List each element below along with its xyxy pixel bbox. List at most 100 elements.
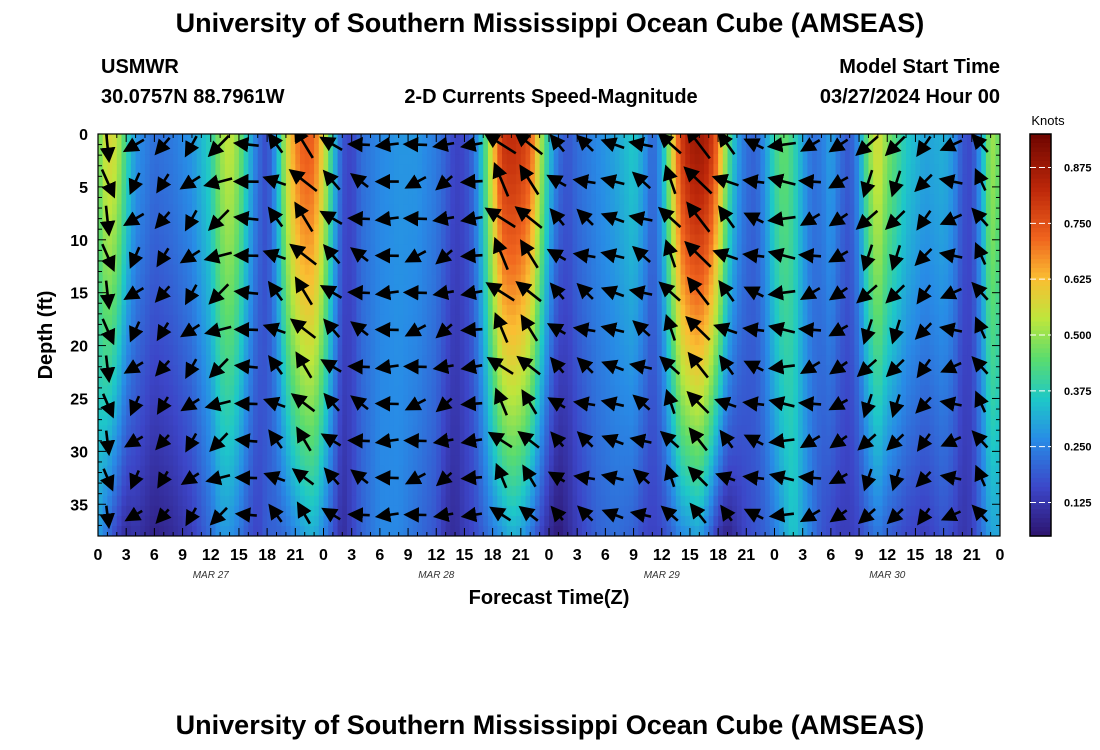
heatmap-cell bbox=[130, 355, 137, 366]
heatmap-cell bbox=[577, 264, 583, 276]
heatmap-cell bbox=[516, 445, 522, 457]
heatmap-cell bbox=[572, 254, 578, 266]
heatmap-cell bbox=[595, 455, 602, 467]
heatmap-cell bbox=[309, 274, 315, 286]
heatmap-cell bbox=[558, 445, 564, 457]
heatmap-cell bbox=[107, 505, 113, 517]
heatmap-cell bbox=[619, 304, 625, 316]
heatmap-cell bbox=[417, 304, 423, 316]
heatmap-cell bbox=[206, 164, 212, 175]
heatmap-cell bbox=[262, 375, 268, 386]
heatmap-cell bbox=[638, 335, 644, 346]
heatmap-cell bbox=[534, 134, 541, 145]
heatmap-cell bbox=[647, 415, 653, 427]
heatmap-cell bbox=[135, 154, 141, 165]
heatmap-cell bbox=[642, 184, 649, 195]
heatmap-cell bbox=[516, 345, 522, 356]
heatmap-cell bbox=[285, 345, 292, 356]
heatmap-cell bbox=[300, 164, 306, 175]
heatmap-cell bbox=[398, 425, 404, 437]
heatmap-cell bbox=[196, 435, 202, 447]
heatmap-cell bbox=[657, 415, 663, 427]
heatmap-cell bbox=[187, 274, 193, 286]
heatmap-cell bbox=[553, 164, 559, 175]
heatmap-cell bbox=[379, 495, 386, 507]
heatmap-cell bbox=[492, 254, 498, 266]
heatmap-cell bbox=[516, 385, 522, 396]
heatmap-cell bbox=[215, 425, 221, 437]
heatmap-cell bbox=[257, 375, 264, 386]
heatmap-cell bbox=[365, 345, 372, 356]
heatmap-cell bbox=[281, 164, 287, 175]
heatmap-cell bbox=[534, 304, 541, 316]
heatmap-cell bbox=[577, 304, 583, 316]
heatmap-cell bbox=[238, 304, 245, 316]
heatmap-cell bbox=[370, 465, 376, 477]
heatmap-cell bbox=[173, 224, 179, 236]
heatmap-cell bbox=[520, 375, 527, 386]
heatmap-cell bbox=[398, 214, 404, 226]
heatmap-cell bbox=[365, 174, 372, 185]
heatmap-cell bbox=[549, 465, 555, 477]
heatmap-cell bbox=[671, 445, 677, 457]
heatmap-cell bbox=[285, 355, 292, 366]
heatmap-cell bbox=[417, 415, 423, 427]
heatmap-cell bbox=[163, 184, 170, 195]
heatmap-cell bbox=[389, 304, 395, 316]
heatmap-cell bbox=[534, 224, 541, 236]
heatmap-cell bbox=[144, 425, 151, 437]
heatmap-cell bbox=[248, 284, 254, 296]
heatmap-cell bbox=[126, 204, 132, 215]
heatmap-cell bbox=[544, 435, 550, 447]
heatmap-cell bbox=[323, 345, 329, 356]
heatmap-cell bbox=[337, 284, 343, 296]
heatmap-cell bbox=[478, 134, 484, 145]
heatmap-cell bbox=[497, 495, 503, 507]
heatmap-cell bbox=[300, 515, 306, 527]
heatmap-cell bbox=[337, 385, 343, 396]
heatmap-cell bbox=[107, 314, 113, 326]
heatmap-cell bbox=[210, 415, 217, 427]
heatmap-cell bbox=[346, 204, 353, 215]
heatmap-cell bbox=[234, 335, 240, 346]
heatmap-cell bbox=[224, 214, 231, 226]
heatmap-cell bbox=[628, 154, 635, 165]
heatmap-cell bbox=[248, 525, 254, 536]
heatmap-cell bbox=[135, 385, 141, 396]
heatmap-cell bbox=[262, 505, 268, 517]
heatmap-cell bbox=[112, 204, 118, 215]
heatmap-cell bbox=[163, 144, 170, 155]
heatmap-cell bbox=[191, 415, 198, 427]
heatmap-cell bbox=[652, 335, 658, 346]
heatmap-cell bbox=[384, 224, 390, 236]
heatmap-cell bbox=[652, 445, 658, 457]
heatmap-cell bbox=[304, 455, 311, 467]
heatmap-cell bbox=[440, 294, 447, 306]
heatmap-cell bbox=[506, 395, 513, 406]
heatmap-cell bbox=[196, 365, 202, 376]
heatmap-cell bbox=[177, 144, 184, 155]
heatmap-cell bbox=[173, 184, 179, 195]
heatmap-cell bbox=[379, 525, 386, 536]
heatmap-cell bbox=[234, 174, 240, 185]
heatmap-cell bbox=[375, 294, 381, 306]
heatmap-cell bbox=[563, 525, 569, 536]
heatmap-cell bbox=[455, 154, 461, 165]
heatmap-cell bbox=[586, 294, 592, 306]
heatmap-cell bbox=[577, 144, 583, 155]
heatmap-cell bbox=[403, 465, 409, 477]
heatmap-cell bbox=[473, 194, 480, 205]
heatmap-cell bbox=[436, 465, 442, 477]
heatmap-cell bbox=[98, 345, 104, 356]
heatmap-cell bbox=[572, 415, 578, 427]
heatmap-cell bbox=[389, 174, 395, 185]
heatmap-cell bbox=[628, 385, 635, 396]
heatmap-cell bbox=[262, 385, 268, 396]
heatmap-cell bbox=[314, 204, 320, 215]
heatmap-cell bbox=[196, 395, 202, 406]
heatmap-cell bbox=[342, 455, 348, 467]
heatmap-cell bbox=[342, 224, 348, 236]
heatmap-cell bbox=[375, 495, 381, 507]
heatmap-cell bbox=[375, 395, 381, 406]
heatmap-cell bbox=[314, 525, 320, 536]
